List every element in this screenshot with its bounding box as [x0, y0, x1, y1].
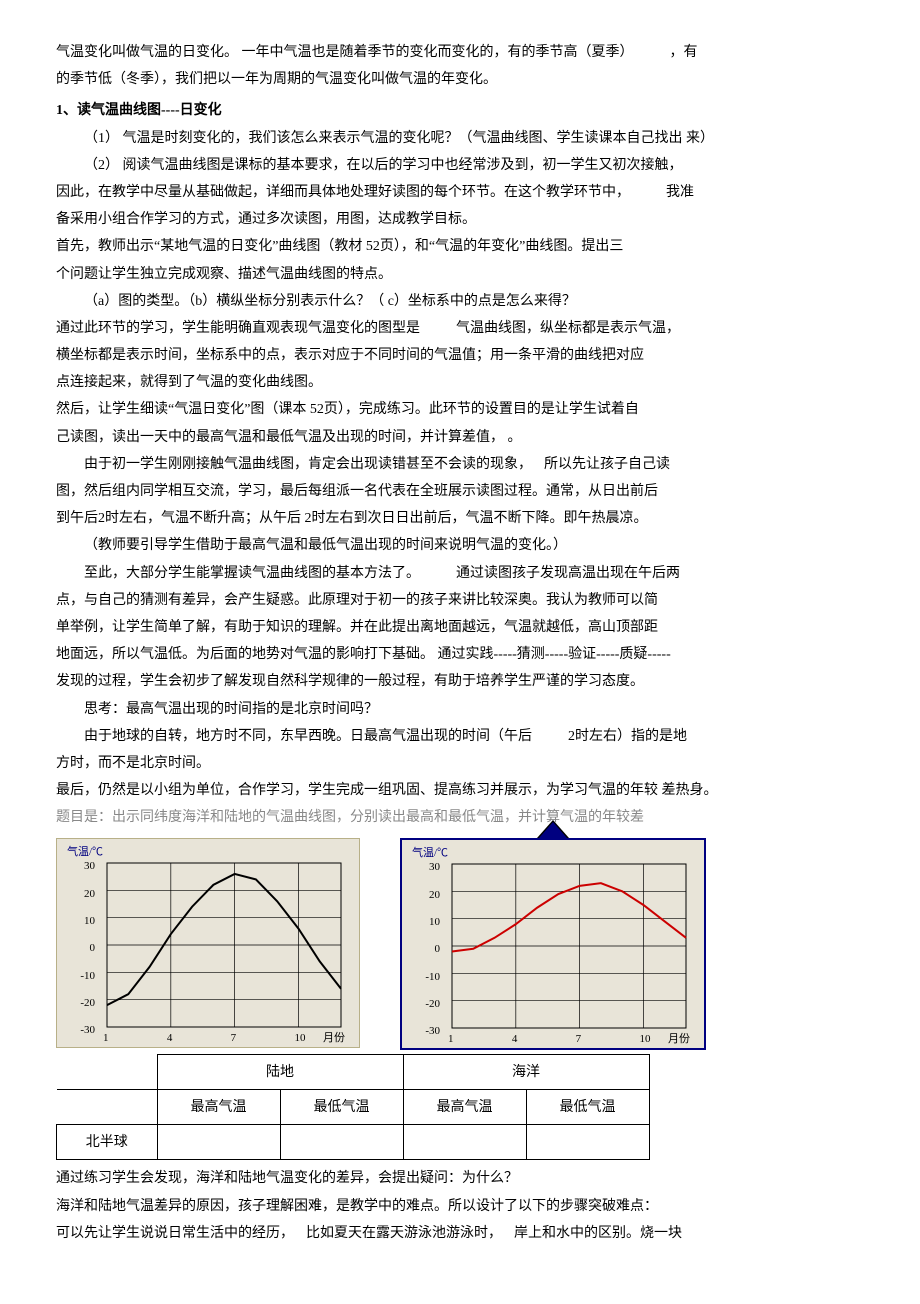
x-tick-label: 1 [448, 1030, 454, 1050]
table-subheader-high: 最高气温 [403, 1090, 526, 1125]
y-tick-label: 30 [414, 858, 440, 878]
y-tick-label: 0 [69, 939, 95, 959]
paragraph: 方时，而不是北京时间。 [56, 751, 864, 776]
paragraph: 图，然后组内同学相互交流，学习，最后每组派一名代表在全班展示读图过程。通常，从日… [56, 479, 864, 504]
paragraph: 通过此环节的学习，学生能明确直观表现气温变化的图型是 气温曲线图，纵坐标都是表示气… [56, 316, 864, 341]
text: 所以先让孩子自己读 [544, 457, 670, 472]
text: 比如夏天在露天游泳池游泳时， [306, 1226, 502, 1241]
x-tick-label: 10 [639, 1030, 650, 1050]
y-tick-label: -10 [414, 968, 440, 988]
table-cell [157, 1125, 280, 1160]
y-tick-label: -20 [414, 995, 440, 1015]
text: 由于地球的自转，地方时不同，东早西晚。日最高气温出现的时间（午后 [84, 729, 532, 744]
paragraph: 通过练习学生会发现，海洋和陆地气温变化的差异，会提出疑问：为什么？ [56, 1166, 864, 1191]
paragraph: （教师要引导学生借助于最高气温和最低气温出现的时间来说明气温的变化。） [56, 533, 864, 558]
table-cell [526, 1125, 649, 1160]
paragraph: 己读图，读出一天中的最高气温和最低气温及出现的时间，并计算差值， 。 [56, 425, 864, 450]
text: 因此，在教学中尽量从基础做起，详细而具体地处理好读图的每个环节。在这个教学环节中… [56, 185, 630, 200]
text: 气温变化叫做气温的日变化。 一年中气温也是随着季节的变化而变化的，有的季节高（夏… [56, 45, 634, 60]
paragraph: 思考：最高气温出现的时间指的是北京时间吗？ [56, 697, 864, 722]
chart-ocean-wrap: 气温/℃3020100-10-20-3014710月份 [400, 838, 706, 1050]
paragraph-gray: 题目是：出示同纬度海洋和陆地的气温曲线图，分别读出最高和最低气温，并计算气温的年… [56, 805, 864, 830]
text: 至此，大部分学生能掌握读气温曲线图的基本方法了。 [84, 566, 420, 581]
paragraph: 最后，仍然是以小组为单位，合作学习，学生完成一组巩固、提高练习并展示，为学习气温… [56, 778, 864, 803]
table-subheader-low: 最低气温 [526, 1090, 649, 1125]
text: 由于初一学生刚刚接触气温曲线图，肯定会出现读错甚至不会读的现象， [84, 457, 532, 472]
paragraph: 点，与自己的猜测有差异，会产生疑惑。此原理对于初一的孩子来讲比较深奥。我认为教师… [56, 588, 864, 613]
x-tick-label: 10 [294, 1029, 305, 1049]
paragraph: 的季节低（冬季），我们把以一年为周期的气温变化叫做气温的年变化。 [56, 67, 864, 92]
chart-ocean: 气温/℃3020100-10-20-3014710月份 [400, 838, 706, 1050]
y-tick-label: -30 [414, 1022, 440, 1042]
paragraph: 由于初一学生刚刚接触气温曲线图，肯定会出现读错甚至不会读的现象， 所以先让孩子自己… [56, 452, 864, 477]
text: 通过读图孩子发现高温出现在午后两 [456, 566, 680, 581]
table-header-ocean: 海洋 [403, 1055, 649, 1090]
table-cell [280, 1125, 403, 1160]
text: 通过此环节的学习，学生能明确直观表现气温变化的图型是 [56, 321, 420, 336]
x-tick-label: 1 [103, 1029, 109, 1049]
table-subheader-high: 最高气温 [157, 1090, 280, 1125]
x-tick-label: 7 [576, 1030, 582, 1050]
x-axis-label: 月份 [668, 1030, 690, 1050]
table-row: 最高气温 最低气温 最高气温 最低气温 [57, 1090, 650, 1125]
text: ，有 [670, 40, 698, 65]
paragraph: 由于地球的自转，地方时不同，东早西晚。日最高气温出现的时间（午后 2时左右）指的是… [56, 724, 864, 749]
x-tick-label: 7 [231, 1029, 237, 1049]
table-row: 北半球 [57, 1125, 650, 1160]
y-tick-label: 10 [414, 913, 440, 933]
table-header-land: 陆地 [157, 1055, 403, 1090]
y-tick-label: -30 [69, 1021, 95, 1041]
chart-land: 气温/℃3020100-10-20-3014710月份 [56, 838, 360, 1048]
paragraph: 气温变化叫做气温的日变化。 一年中气温也是随着季节的变化而变化的，有的季节高（夏… [56, 40, 864, 65]
table-row: 陆地 海洋 [57, 1055, 650, 1090]
paragraph: 到午后2时左右，气温不断升高；从午后 2时左右到次日日出前后，气温不断下降。即午… [56, 506, 864, 531]
table-cell [403, 1125, 526, 1160]
x-tick-label: 4 [512, 1030, 518, 1050]
text: 可以先让学生说说日常生活中的经历， [56, 1226, 294, 1241]
text: 气温曲线图，纵坐标都是表示气温， [456, 321, 680, 336]
table-row-label-north: 北半球 [57, 1125, 158, 1160]
temperature-table: 陆地 海洋 最高气温 最低气温 最高气温 最低气温 北半球 [56, 1054, 650, 1160]
paragraph: 海洋和陆地气温差异的原因，孩子理解困难，是教学中的难点。所以设计了以下的步骤突破… [56, 1194, 864, 1219]
text: 我准 [666, 180, 694, 205]
y-tick-label: 10 [69, 912, 95, 932]
y-tick-label: 20 [69, 885, 95, 905]
x-tick-label: 4 [167, 1029, 173, 1049]
y-tick-label: -10 [69, 967, 95, 987]
text: 岸上和水中的区别。烧一块 [514, 1226, 682, 1241]
text: 2时左右）指的是地 [568, 729, 687, 744]
table-cell-empty [57, 1055, 158, 1090]
paragraph: 首先，教师出示“某地气温的日变化”曲线图（教材 52页），和“气温的年变化”曲线… [56, 234, 864, 259]
paragraph: 可以先让学生说说日常生活中的经历， 比如夏天在露天游泳池游泳时， 岸上和水中的区别。… [56, 1221, 864, 1246]
y-tick-label: 30 [69, 857, 95, 877]
charts-row: 气温/℃3020100-10-20-3014710月份 气温/℃3020100-… [56, 838, 864, 1050]
paragraph: （a）图的类型。（b）横纵坐标分别表示什么？（ c）坐标系中的点是怎么来得？ [56, 289, 864, 314]
heading-1: 1、读气温曲线图----日变化 [56, 98, 864, 123]
x-axis-label: 月份 [323, 1029, 345, 1049]
chart-land-wrap: 气温/℃3020100-10-20-3014710月份 [56, 838, 360, 1050]
paragraph: 发现的过程，学生会初步了解发现自然科学规律的一般过程，有助于培养学生严谨的学习态… [56, 669, 864, 694]
paragraph: 横坐标都是表示时间，坐标系中的点，表示对应于不同时间的气温值；用一条平滑的曲线把… [56, 343, 864, 368]
callout-pointer [539, 822, 567, 838]
paragraph: 备采用小组合作学习的方式，通过多次读图，用图，达成教学目标。 [56, 207, 864, 232]
paragraph: 因此，在教学中尽量从基础做起，详细而具体地处理好读图的每个环节。在这个教学环节中… [56, 180, 864, 205]
y-tick-label: -20 [69, 994, 95, 1014]
paragraph: （1） 气温是时刻变化的，我们该怎么来表示气温的变化呢？（气温曲线图、学生读课本… [56, 126, 864, 151]
paragraph: 个问题让学生独立完成观察、描述气温曲线图的特点。 [56, 262, 864, 287]
table-subheader-low: 最低气温 [280, 1090, 403, 1125]
paragraph: 至此，大部分学生能掌握读气温曲线图的基本方法了。 通过读图孩子发现高温出现在午后两 [56, 561, 864, 586]
paragraph: 点连接起来，就得到了气温的变化曲线图。 [56, 370, 864, 395]
paragraph: 地面远，所以气温低。为后面的地势对气温的影响打下基础。 通过实践-----猜测-… [56, 642, 864, 667]
y-tick-label: 20 [414, 886, 440, 906]
paragraph: 单举例，让学生简单了解，有助于知识的理解。并在此提出离地面越远，气温就越低，高山… [56, 615, 864, 640]
paragraph: （2） 阅读气温曲线图是课标的基本要求，在以后的学习中也经常涉及到，初一学生又初… [56, 153, 864, 178]
y-tick-label: 0 [414, 940, 440, 960]
paragraph: 然后，让学生细读“气温日变化”图（课本 52页），完成练习。此环节的设置目的是让… [56, 397, 864, 422]
table-cell-empty [57, 1090, 158, 1125]
